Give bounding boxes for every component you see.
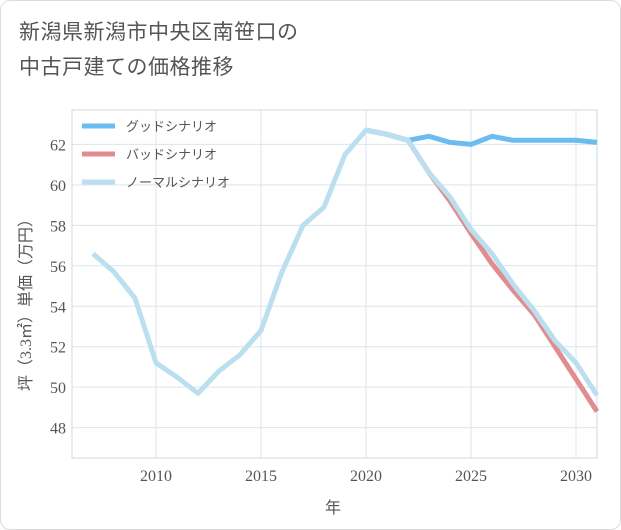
legend-label-2: ノーマルシナリオ [126,175,230,190]
y-tick-label: 50 [50,380,66,397]
plot-area [71,109,598,459]
y-tick-label: 48 [50,421,66,438]
x-tick-label: 2025 [455,468,487,485]
y-tick-label: 56 [50,259,66,276]
y-axis-ticks: 48 50 52 54 56 58 60 62 [50,137,66,437]
x-axis-ticks: 2010 2015 2020 2025 2030 [140,468,592,485]
y-axis-label: 坪（3.3㎡）単価（万円） [17,211,35,391]
x-tick-label: 2020 [350,468,382,485]
x-tick-label: 2010 [140,468,172,485]
y-tick-label: 58 [50,218,66,235]
y-tick-label: 60 [50,178,66,195]
grid [72,110,597,458]
y-tick-label: 54 [50,299,66,316]
x-tick-label: 2015 [245,468,277,485]
y-tick-label: 52 [50,340,66,357]
legend-label-1: バッドシナリオ [126,147,217,162]
series-lines [91,127,600,413]
y-tick-label: 62 [50,137,66,154]
series-line-1 [365,127,600,413]
chart-title: 新潟県新潟市中央区南笹口の 中古戸建ての価格推移 [19,20,299,79]
series-line-2 [91,127,600,397]
legend-label-0: グッドシナリオ [126,119,217,134]
x-tick-label: 2030 [560,468,592,485]
x-axis-label: 年 [325,499,341,517]
